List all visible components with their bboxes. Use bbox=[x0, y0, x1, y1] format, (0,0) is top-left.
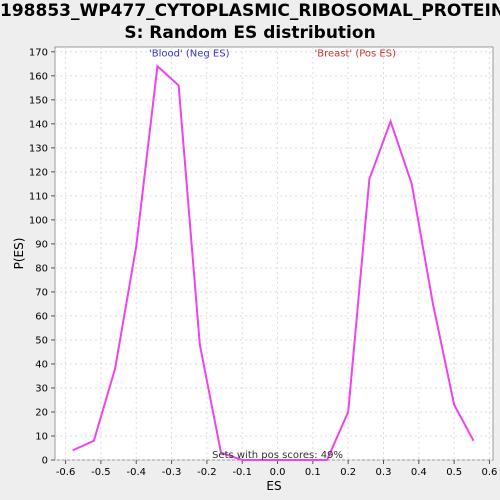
x-tick-label: -0.2 bbox=[197, 467, 217, 478]
y-tick-label: 130 bbox=[29, 143, 48, 154]
y-tick-label: 20 bbox=[35, 407, 48, 418]
annotation-pos-es: 'Breast' (Pos ES) bbox=[314, 49, 396, 60]
y-tick-label: 70 bbox=[35, 287, 48, 298]
y-tick-label: 110 bbox=[29, 191, 48, 202]
y-axis-title: P(ES) bbox=[12, 238, 26, 270]
y-tick-label: 40 bbox=[35, 359, 48, 370]
y-tick-label: 50 bbox=[35, 335, 48, 346]
x-tick-label: 0.2 bbox=[340, 467, 356, 478]
x-tick-label: 0.5 bbox=[446, 467, 462, 478]
x-tick-label: -0.6 bbox=[56, 467, 76, 478]
x-tick-label: 0.1 bbox=[305, 467, 321, 478]
chart-title-line-2: S: Random ES distribution bbox=[124, 23, 376, 43]
chart-title-line-1: 198853_WP477_CYTOPLASMIC_RIBOSOMAL_PROTE… bbox=[0, 1, 500, 21]
y-tick-label: 140 bbox=[29, 119, 48, 130]
x-tick-label: -0.4 bbox=[126, 467, 146, 478]
y-tick-label: 100 bbox=[29, 215, 48, 226]
grid-lines bbox=[55, 47, 493, 461]
series-line bbox=[72, 64, 475, 461]
x-tick-label: 0.6 bbox=[482, 467, 498, 478]
y-tick-label: 120 bbox=[29, 167, 48, 178]
axis-ticks: 0 10 20 30 40 50 60 70 80 90 100 110 120 130 140 150 160… bbox=[29, 47, 498, 478]
y-tick-label: 10 bbox=[35, 431, 48, 442]
plot-area bbox=[54, 46, 494, 461]
x-tick-label: 0.0 bbox=[270, 467, 286, 478]
y-tick-label: 150 bbox=[29, 95, 48, 106]
y-tick-label: 0 bbox=[42, 456, 48, 467]
x-tick-label: -0.1 bbox=[232, 467, 252, 478]
y-tick-label: 170 bbox=[29, 47, 48, 58]
chart-title: 198853_WP477_CYTOPLASMIC_RIBOSOMAL_PROTE… bbox=[0, 0, 500, 44]
x-tick-label: -0.3 bbox=[162, 467, 182, 478]
y-tick-label: 30 bbox=[35, 383, 48, 394]
y-tick-label: 160 bbox=[29, 71, 48, 82]
x-axis-title: ES bbox=[266, 479, 281, 493]
y-tick-label: 80 bbox=[35, 263, 48, 274]
annotation-neg-es: 'Blood' (Neg ES) bbox=[149, 49, 230, 60]
x-tick-label: 0.3 bbox=[376, 467, 392, 478]
y-tick-label: 60 bbox=[35, 311, 48, 322]
x-tick-label: -0.5 bbox=[91, 467, 111, 478]
annotation-pos-scores: Sets with pos scores: 49% bbox=[212, 450, 343, 461]
y-tick-label: 90 bbox=[35, 239, 48, 250]
x-tick-label: 0.4 bbox=[411, 467, 427, 478]
